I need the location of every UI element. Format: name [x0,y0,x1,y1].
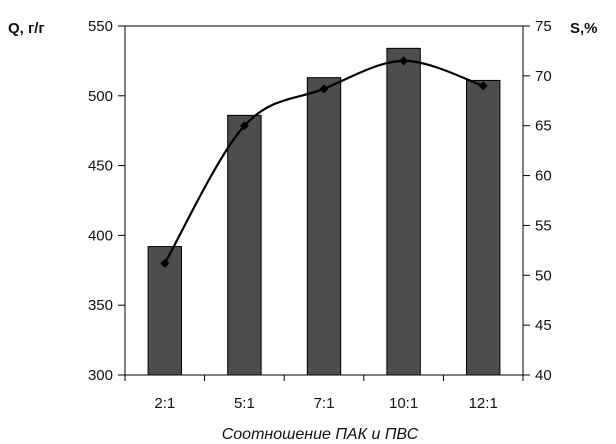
left-tick-label: 300 [88,367,113,384]
x-tick-label: 7:1 [314,395,335,412]
x-tick-label: 5:1 [234,395,255,412]
line-point [319,84,329,94]
line-point [160,258,170,268]
right-tick-label: 65 [535,118,552,135]
line-point [399,56,409,66]
bar [227,114,262,376]
x-tick-label: 10:1 [389,395,418,412]
bar [147,246,183,376]
right-axis: 40 45 50 55 60 65 70 75 [523,18,552,384]
right-tick-label: 55 [535,217,552,234]
line-point [478,81,488,91]
left-tick-label: 550 [88,18,113,35]
right-tick-label: 40 [535,367,552,384]
left-axis-title: Q, г/г [8,20,45,37]
left-tick-label: 400 [88,227,113,244]
left-axis: 300 350 400 450 500 550 [88,18,125,384]
right-tick-label: 50 [535,267,552,284]
right-axis-title: S,% [570,20,598,37]
right-tick-label: 75 [535,18,552,35]
line-point [239,121,249,131]
line-markers [160,56,488,268]
x-tick-label: 2:1 [154,395,175,412]
x-axis: 2:1 5:1 7:1 10:1 12:1 [124,375,524,412]
line-series [163,59,484,264]
bars-group [147,47,501,376]
right-tick-label: 45 [535,317,552,334]
right-tick-label: 70 [535,68,552,85]
left-tick-label: 500 [88,88,113,105]
x-axis-title: Соотношение ПАК и ПВС [222,426,419,443]
right-tick-label: 60 [535,168,552,185]
bar [386,47,421,376]
left-tick-label: 350 [88,297,113,314]
bar [465,79,501,376]
left-tick-label: 450 [88,158,113,175]
x-tick-label: 12:1 [469,395,498,412]
bar [306,77,342,376]
